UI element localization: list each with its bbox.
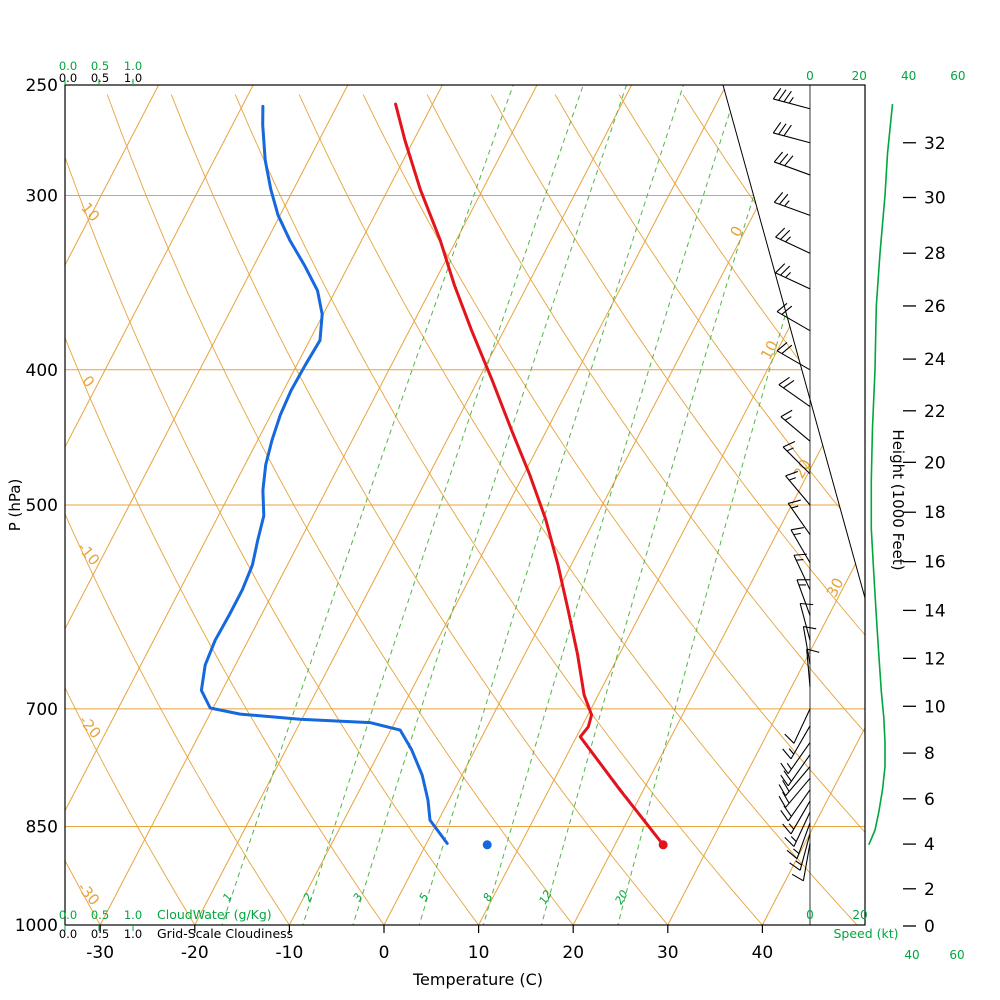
svg-text:0: 0 [379,943,390,963]
svg-text:28: 28 [924,244,946,264]
svg-text:20: 20 [924,453,946,473]
svg-text:0.0: 0.0 [59,908,77,922]
svg-text:Height (1000 Feet): Height (1000 Feet) [889,429,907,570]
svg-text:60: 60 [949,948,964,962]
svg-text:20: 20 [852,69,867,83]
surface-dewpoint-dot [482,840,492,850]
svg-text:0.5: 0.5 [91,927,109,941]
svg-text:26: 26 [924,297,946,317]
svg-text:10: 10 [468,943,490,963]
svg-text:24: 24 [924,350,946,370]
dewpoint-curve [199,104,449,845]
svg-text:300: 300 [26,186,58,206]
wind-speed-curve [868,104,894,846]
svg-text:1.0: 1.0 [124,59,142,73]
svg-text:400: 400 [26,361,58,381]
svg-text:0: 0 [806,908,814,922]
svg-text:20: 20 [612,888,630,907]
svg-text:0.5: 0.5 [91,71,109,85]
svg-text:32: 32 [924,134,946,154]
svg-text:Temperature (C): Temperature (C) [412,970,543,989]
svg-text:Speed (kt): Speed (kt) [833,926,898,941]
svg-text:1000: 1000 [15,916,58,936]
svg-text:1.0: 1.0 [124,908,142,922]
svg-text:0: 0 [924,917,935,937]
svg-text:30: 30 [657,943,679,963]
svg-text:6: 6 [924,790,935,810]
wind-barbs [772,87,820,882]
svg-text:22: 22 [924,402,946,422]
svg-text:0.0: 0.0 [59,71,77,85]
svg-text:20: 20 [562,943,584,963]
svg-text:250: 250 [26,76,58,96]
svg-text:14: 14 [924,601,946,621]
svg-text:12: 12 [924,649,946,669]
svg-text:1.0: 1.0 [124,71,142,85]
svg-text:0.5: 0.5 [91,908,109,922]
svg-text:Grid-Scale Cloudiness: Grid-Scale Cloudiness [157,926,293,941]
background-grid [65,85,865,925]
svg-text:0.0: 0.0 [59,59,77,73]
svg-text:CloudWater (g/Kg): CloudWater (g/Kg) [157,907,272,922]
svg-text:P (hPa): P (hPa) [6,479,24,532]
svg-text:-10: -10 [276,943,304,963]
svg-text:-30: -30 [86,943,114,963]
svg-text:-20: -20 [181,943,209,963]
svg-text:30: 30 [924,188,946,208]
svg-text:500: 500 [26,496,58,516]
svg-text:16: 16 [924,553,946,573]
svg-text:0: 0 [806,69,814,83]
temperature-curve [394,102,665,847]
svg-text:1.0: 1.0 [124,927,142,941]
svg-text:40: 40 [904,948,919,962]
svg-text:40: 40 [752,943,774,963]
svg-text:60: 60 [950,69,965,83]
svg-text:18: 18 [924,503,946,523]
svg-text:40: 40 [901,69,916,83]
svg-text:4: 4 [924,835,935,855]
surface-temperature-dot [658,840,668,850]
svg-text:700: 700 [26,700,58,720]
svg-text:12: 12 [536,888,554,907]
svg-text:0.0: 0.0 [59,927,77,941]
svg-text:20: 20 [852,908,867,922]
svg-text:2: 2 [924,880,935,900]
svg-text:850: 850 [26,818,58,838]
svg-text:10: 10 [924,697,946,717]
svg-text:8: 8 [924,744,935,764]
svg-text:0.5: 0.5 [91,59,109,73]
